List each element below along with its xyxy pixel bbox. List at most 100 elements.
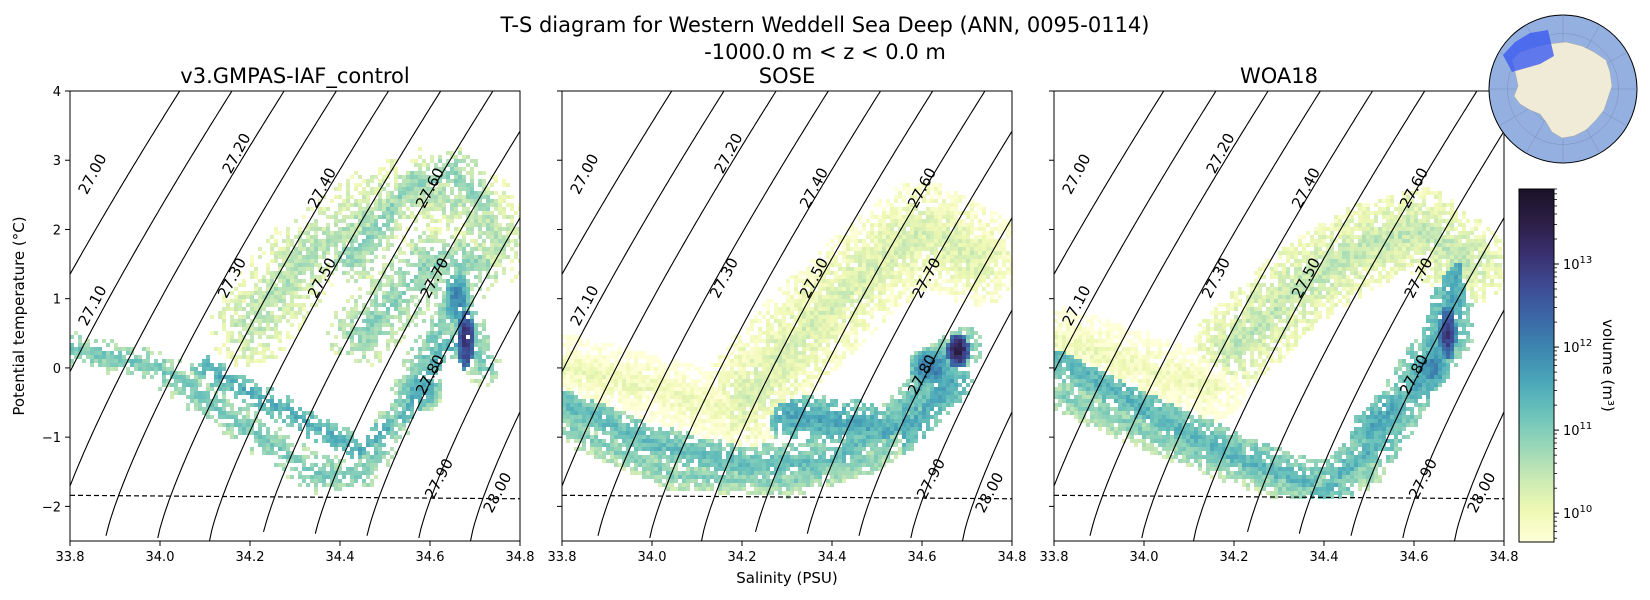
inset-region [1503,30,1554,72]
isopycnal-label-27.90: 27.90 [913,456,949,502]
plot-area-model: 27.0027.1027.2027.3027.4027.5027.6027.70… [70,91,520,541]
freezing-line-woa18 [1054,494,1504,500]
x-tick-label: 34.8 [506,550,535,565]
y-tick-label: −1 [42,431,61,446]
axes-frame-woa18 [1053,90,1505,542]
x-tick-label: 34.4 [818,550,847,565]
panel-title-woa18: WOA18 [1240,64,1318,88]
isopycnal-27.10 [562,91,725,373]
isopycnal-27.50 [208,91,442,541]
y-tick-label: 2 [53,223,61,238]
colorbar-tick-label: 1011 [1563,421,1592,439]
isopycnal-27.00 [562,91,673,276]
isopycnal-label-27.90: 27.90 [421,456,457,502]
figure-title-line1: T-S diagram for Western Weddell Sea Deep… [499,13,1149,37]
isopycnal-label-27.90: 27.90 [1405,456,1441,502]
isopycnal-27.00 [1054,91,1165,276]
x-tick-label: 34.0 [638,550,667,565]
isopycnal-27.60 [754,91,986,533]
isopycnal-27.30 [1089,91,1321,536]
isopycnal-28.00 [469,410,520,541]
isopycnal-27.40 [649,91,882,539]
heatmap-cells-sose [562,183,1012,499]
x-tick-label: 34.2 [236,550,265,565]
isopycnal-label-27.30: 27.30 [706,255,742,301]
freezing-line-sose [562,494,1012,500]
axes-frame-sose [561,90,1013,542]
isopycnal-27.80 [366,216,520,536]
isopycnal-27.70 [806,130,1012,534]
x-tick-label: 34.2 [1220,550,1249,565]
isopycnal-28.00 [1453,410,1504,541]
isopycnal-28.00 [961,410,1012,541]
isopycnal-27.60 [262,91,494,533]
x-tick-label: 34.6 [1400,550,1429,565]
isopycnal-27.60 [1246,91,1478,533]
x-tick-label: 34.0 [146,550,175,565]
colorbar-tick-label: 1010 [1563,504,1592,522]
plot-area-sose: 27.0027.1027.2027.3027.4027.5027.6027.70… [562,91,1012,541]
isopycnal-label-27.00: 27.00 [566,151,602,197]
isopycnal-27.80 [858,216,1012,536]
y-tick-label: −2 [42,500,61,515]
x-tick-label: 34.8 [998,550,1027,565]
isopycnal-label-27.40: 27.40 [796,165,832,211]
freezing-line-model [70,494,520,500]
x-tick-label: 34.0 [1130,550,1159,565]
panel-title-sose: SOSE [759,64,815,88]
x-tick-label: 34.6 [908,550,937,565]
isopycnal-27.20 [70,91,285,488]
inset-antarctica [1511,41,1613,139]
isopycnal-label-27.20: 27.20 [218,130,254,176]
inset-map [1488,14,1638,164]
axes-frame-model [69,90,521,542]
colorbar-label: volume (m³) [1599,319,1617,412]
isopycnal-27.90 [1402,308,1504,539]
isopycnal-27.50 [700,91,934,541]
x-axis-label: Salinity (PSU) [736,569,838,587]
plot-area-woa18: 27.0027.1027.2027.3027.4027.5027.6027.70… [1054,91,1504,541]
figure-title-line2: -1000.0 m < z < 0.0 m [704,40,946,64]
x-tick-label: 34.2 [728,550,757,565]
heatmap-cells-woa18 [1054,187,1504,499]
x-tick-label: 34.4 [326,550,355,565]
isopycnal-27.10 [70,91,233,373]
colorbar-tick-label: 1013 [1563,255,1592,273]
panel-model: 27.0027.1027.2027.3027.4027.5027.6027.70… [10,64,535,565]
y-tick-label: 4 [53,85,61,100]
isopycnal-27.30 [105,91,337,536]
isopycnal-27.00 [70,91,181,276]
isopycnal-label-27.40: 27.40 [1288,165,1324,211]
colorbar-tick-label: 1012 [1563,338,1592,356]
isopycnal-27.90 [910,308,1012,539]
heatmap-cells-model [70,147,520,495]
isopycnal-27.40 [157,91,390,539]
x-tick-label: 33.8 [1040,550,1069,565]
isopycnal-27.10 [1054,91,1217,373]
panel-title-model: v3.GMPAS-IAF_control [180,64,409,89]
isopycnal-27.40 [1141,91,1374,539]
x-tick-label: 33.8 [56,550,85,565]
x-tick-label: 34.4 [1310,550,1339,565]
colorbar: 1010 1011 1012 1013 volume (m³) [1518,188,1617,543]
y-axis-label: Potential temperature (°C) [10,216,28,415]
isopycnal-label-27.00: 27.00 [1058,151,1094,197]
y-tick-label: 3 [53,154,61,169]
panel-sose: 27.0027.1027.2027.3027.4027.5027.6027.70… [548,64,1027,587]
isopycnal-label-27.30: 27.30 [1198,255,1234,301]
isopycnal-27.20 [1054,91,1269,488]
isopycnal-27.70 [314,130,520,534]
y-tick-label: 1 [53,293,61,308]
isopycnal-27.70 [1298,130,1504,534]
isopycnal-27.20 [562,91,777,488]
isopycnal-27.80 [1350,216,1504,536]
x-tick-label: 34.8 [1490,550,1519,565]
y-tick-label: 0 [53,362,61,377]
x-tick-label: 33.8 [548,550,577,565]
isopycnal-label-27.20: 27.20 [710,130,746,176]
isopycnal-label-27.20: 27.20 [1202,130,1238,176]
isopycnal-27.90 [418,308,520,539]
isopycnal-27.50 [1192,91,1426,541]
x-tick-label: 34.6 [416,550,445,565]
